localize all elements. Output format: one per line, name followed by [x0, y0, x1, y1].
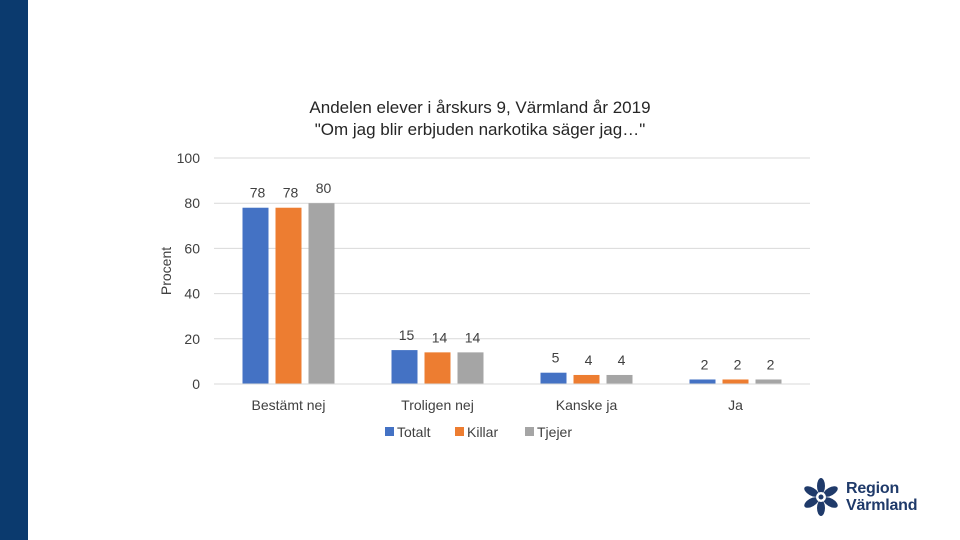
y-tick-label: 100	[177, 150, 201, 166]
data-label: 14	[465, 329, 481, 345]
y-tick-label: 0	[192, 376, 200, 392]
bar-tjejer	[755, 379, 782, 384]
data-label: 78	[283, 185, 299, 201]
logo-text: Region Värmland	[846, 480, 918, 514]
bar-tjejer	[308, 203, 335, 384]
bar-killar	[722, 379, 749, 384]
bar-tjejer	[457, 352, 484, 384]
y-tick-label: 20	[184, 331, 200, 347]
bar-killar	[573, 374, 600, 384]
y-axis-title: Procent	[158, 247, 174, 295]
data-label: 2	[767, 356, 775, 372]
category-label: Ja	[728, 397, 743, 413]
data-label: 4	[618, 352, 626, 368]
data-label: 5	[552, 350, 560, 366]
data-label: 80	[316, 180, 332, 196]
chart-title-line1: Andelen elever i årskurs 9, Värmland år …	[309, 98, 651, 117]
legend-swatch-totalt	[385, 427, 394, 436]
bar-killar	[424, 352, 451, 384]
category-label: Kanske ja	[556, 397, 618, 413]
bar-totalt	[689, 379, 716, 384]
legend-label-killar: Killar	[467, 424, 498, 440]
data-label: 2	[734, 356, 742, 372]
bar-totalt	[242, 207, 269, 384]
data-label: 14	[432, 329, 448, 345]
data-label: 4	[585, 352, 593, 368]
data-label: 15	[399, 327, 415, 343]
star-flower-icon	[804, 478, 838, 516]
bar-killar	[275, 207, 302, 384]
category-label: Bestämt nej	[252, 397, 326, 413]
bar-totalt	[540, 372, 567, 384]
side-band	[0, 0, 28, 540]
y-tick-label: 60	[184, 240, 200, 256]
bar-tjejer	[606, 374, 633, 384]
legend-swatch-killar	[455, 427, 464, 436]
chart-title: Andelen elever i årskurs 9, Värmland år …	[230, 97, 730, 141]
y-tick-label: 80	[184, 195, 200, 211]
logo-text-line2: Värmland	[846, 497, 918, 514]
logo-text-line1: Region	[846, 480, 900, 497]
data-label: 2	[701, 356, 709, 372]
bar-totalt	[391, 350, 418, 384]
legend-label-totalt: Totalt	[397, 424, 431, 440]
legend-label-tjejer: Tjejer	[537, 424, 572, 440]
legend-swatch-tjejer	[525, 427, 534, 436]
category-label: Troligen nej	[401, 397, 474, 413]
data-label: 78	[250, 185, 266, 201]
region-varmland-logo: Region Värmland	[800, 474, 940, 522]
chart-title-line2: "Om jag blir erbjuden narkotika säger ja…	[314, 120, 646, 139]
y-tick-label: 40	[184, 286, 200, 302]
